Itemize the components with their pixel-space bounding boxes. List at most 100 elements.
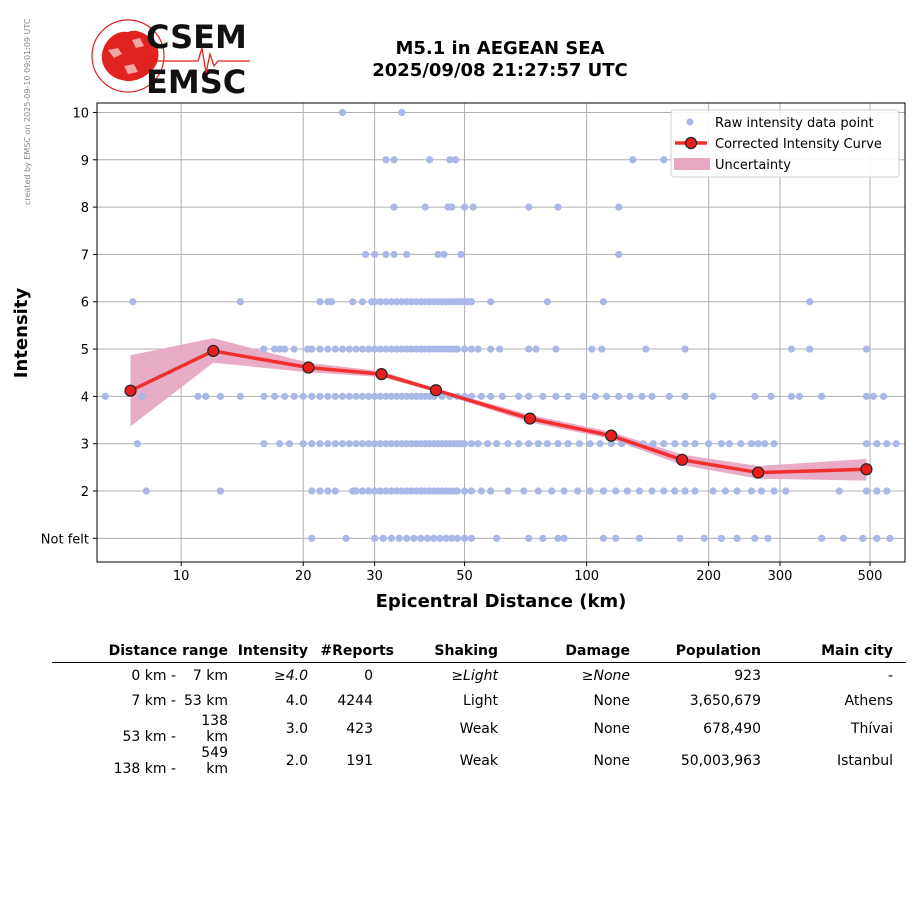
- raw-data-point: [892, 440, 900, 448]
- raw-data-point: [371, 487, 379, 495]
- raw-data-point: [543, 298, 551, 306]
- raw-data-point: [548, 487, 556, 495]
- raw-data-point: [371, 250, 379, 259]
- curve-point: [523, 412, 537, 425]
- raw-data-point: [393, 440, 401, 448]
- table-row: 0 km - 7 km ≥4.0 0 ≥Light ≥None 923 -: [52, 663, 906, 689]
- raw-data-point: [873, 487, 881, 495]
- legend-label: Corrected Intensity Curve: [715, 137, 882, 152]
- raw-data-point: [371, 345, 379, 353]
- raw-data-point: [417, 534, 425, 542]
- raw-data-point: [709, 487, 717, 495]
- plot-frame: [96, 102, 906, 563]
- raw-data-point: [564, 440, 572, 448]
- raw-data-point: [398, 345, 406, 353]
- raw-data-point: [352, 487, 360, 495]
- raw-data-point: [599, 534, 607, 542]
- raw-data-point: [579, 392, 587, 400]
- y-tick-label: 7: [81, 248, 89, 263]
- shaking-cell: ≥Light: [451, 667, 498, 684]
- raw-data-point: [474, 440, 482, 448]
- raw-data-point: [862, 440, 871, 448]
- raw-data-point: [379, 534, 387, 542]
- population-cell: 3,650,679: [689, 692, 761, 709]
- table-row: 138 km - 549 km 2.0 191 Weak None 50,003,…: [52, 745, 906, 777]
- raw-data-point: [725, 440, 733, 448]
- raw-data-point: [700, 534, 708, 542]
- curve-point: [207, 344, 220, 358]
- raw-data-point: [859, 534, 867, 542]
- raw-data-point: [308, 440, 316, 448]
- raw-data-point: [873, 440, 881, 448]
- x-tick-label: 100: [574, 569, 599, 584]
- raw-data-point: [474, 345, 482, 353]
- raw-data-point: [818, 392, 826, 400]
- logo-globe-ring: [91, 19, 165, 93]
- raw-data-point: [681, 487, 689, 495]
- raw-data-point: [352, 345, 360, 353]
- raw-data-point: [387, 345, 395, 353]
- dist-from: 53 km -: [122, 729, 176, 745]
- raw-data-point: [382, 298, 390, 306]
- raw-data-point: [410, 534, 418, 542]
- city-cell: Istanbul: [836, 753, 893, 769]
- raw-data-point: [451, 156, 460, 164]
- reports-cell: 423: [346, 721, 373, 737]
- raw-data-point: [477, 392, 485, 400]
- raw-data-point: [365, 392, 373, 400]
- x-tick-label: 10: [173, 569, 190, 584]
- raw-data-point: [352, 392, 360, 400]
- raw-data-point: [635, 534, 644, 542]
- raw-data-point: [276, 440, 284, 448]
- raw-data-point: [487, 298, 495, 306]
- raw-data-point: [618, 440, 626, 448]
- raw-data-point: [629, 156, 637, 164]
- table-header-row: Distance range Intensity #Reports Shakin…: [52, 640, 906, 663]
- raw-data-point: [345, 392, 354, 400]
- raw-data-point: [393, 345, 401, 353]
- curve-point: [124, 384, 137, 397]
- raw-data-point: [260, 440, 268, 448]
- raw-data-point: [423, 534, 432, 542]
- raw-data-point: [194, 392, 202, 400]
- raw-data-point: [358, 298, 367, 306]
- raw-data-point: [446, 156, 454, 164]
- dist-from: 0 km -: [131, 667, 176, 684]
- raw-data-point: [835, 487, 843, 495]
- raw-data-point: [554, 534, 562, 542]
- raw-data-point: [504, 487, 512, 495]
- header-intensity: Intensity: [228, 640, 308, 663]
- raw-data-point: [757, 487, 766, 495]
- raw-data-point: [795, 392, 804, 400]
- raw-data-point: [761, 440, 769, 448]
- intensity-cell: ≥4.0: [274, 667, 308, 684]
- y-tick-label: 5: [81, 343, 89, 358]
- raw-data-point: [324, 440, 332, 448]
- raw-data-point: [382, 487, 390, 495]
- raw-data-point: [883, 487, 891, 495]
- raw-data-point: [387, 487, 395, 495]
- raw-data-point: [345, 440, 354, 448]
- raw-data-point: [862, 487, 871, 495]
- legend-band-swatch: [674, 158, 710, 170]
- raw-data-point: [308, 534, 316, 542]
- raw-data-point: [554, 440, 562, 448]
- raw-data-point: [818, 534, 826, 542]
- legend-curve-marker: [684, 136, 698, 150]
- raw-data-point: [705, 440, 713, 448]
- raw-data-point: [484, 440, 492, 448]
- dist-to: 53 km: [183, 692, 228, 709]
- title-event: M5.1 in AEGEAN SEA: [395, 38, 605, 59]
- raw-data-point: [525, 345, 533, 353]
- raw-data-point: [376, 440, 384, 448]
- raw-data-point: [615, 392, 623, 400]
- raw-data-point: [448, 534, 456, 542]
- legend-raw-marker: [686, 118, 694, 126]
- legend-label: Uncertainty: [715, 158, 791, 173]
- header-main-city: Main city: [761, 640, 906, 663]
- raw-data-point: [469, 203, 477, 211]
- x-tick-label: 50: [456, 569, 473, 584]
- y-axis-label: Intensity: [11, 288, 32, 379]
- raw-data-point: [276, 345, 284, 353]
- raw-data-point: [371, 392, 379, 400]
